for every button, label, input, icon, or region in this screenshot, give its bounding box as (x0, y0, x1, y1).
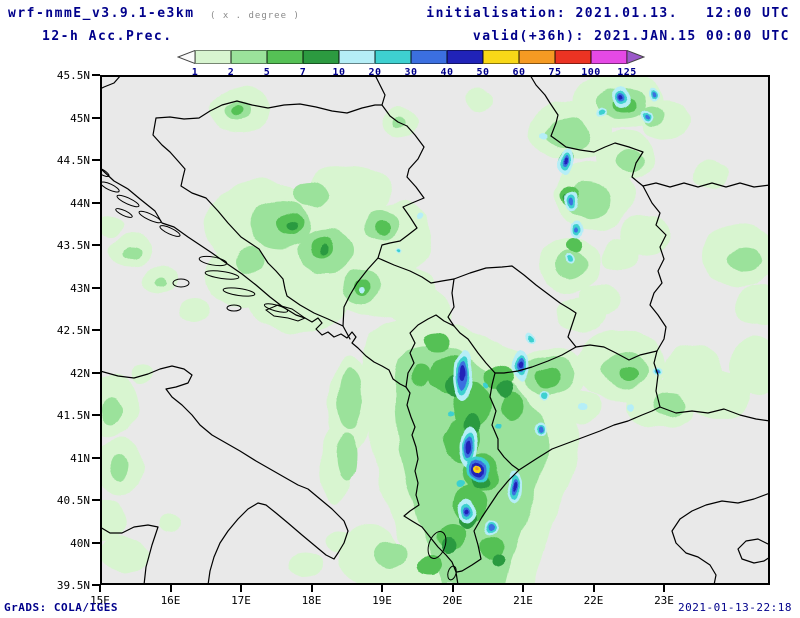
lon-label: 17E (231, 594, 251, 607)
legend-cell (411, 50, 447, 64)
lon-tick (99, 585, 101, 592)
lat-label: 45N (70, 111, 90, 125)
lon-tick (522, 585, 524, 592)
lat-label: 40N (70, 536, 90, 550)
lat-tick (92, 244, 100, 246)
lat-label: 40.5N (56, 494, 90, 507)
lat-tick (92, 329, 100, 331)
lon-label: 21E (513, 594, 533, 607)
legend-cell (447, 50, 483, 64)
lon-tick (240, 585, 242, 592)
lat-label: 45.5N (56, 69, 90, 82)
lat-tick (92, 159, 100, 161)
lat-label: 44.5N (56, 154, 90, 167)
legend-overflow-arrow (627, 50, 645, 64)
precipitation-legend: 1 2 5 7 10 20 30 40 50 60 75 100 125 (177, 50, 657, 82)
legend-cell (267, 50, 303, 64)
lat-tick (92, 74, 100, 76)
lat-label: 41N (70, 451, 90, 465)
lon-tick (381, 585, 383, 592)
legend-label: 40 (440, 67, 454, 78)
legend-cell (303, 50, 339, 64)
lon-label: 22E (583, 594, 604, 607)
lat-tick (92, 116, 100, 119)
lon-label: 20E (442, 594, 463, 607)
lat-label: 42.5N (56, 324, 90, 337)
legend-label: 7 (299, 67, 307, 78)
valid-time: valid(+36h): 2021.JAN.15 00:00 UTC (472, 29, 790, 44)
lon-tick (663, 585, 665, 592)
lat-label: 42N (70, 366, 90, 380)
lat-tick (92, 414, 100, 416)
lon-tick (592, 585, 595, 592)
lat-label: 43N (70, 281, 90, 295)
legend-cell (339, 50, 375, 64)
map-canvas (100, 75, 770, 585)
legend-label: 30 (404, 67, 418, 78)
lon-label: 15E (90, 594, 110, 607)
legend-cell (375, 50, 411, 64)
lon-label: 23E (654, 594, 674, 607)
legend-label: 20 (368, 67, 382, 78)
legend-cell (519, 50, 555, 64)
legend-label: 5 (263, 67, 271, 78)
legend-underflow-arrow (177, 50, 195, 64)
lat-tick (92, 286, 100, 289)
map-frame (100, 75, 770, 585)
model-title: wrf-nmmE_v3.9.1-e3km (8, 6, 195, 21)
precipitation-field (100, 75, 770, 585)
legend-label: 50 (476, 67, 490, 78)
lat-label: 44N (70, 196, 90, 210)
lon-label: 18E (301, 594, 322, 607)
creation-timestamp: 2021-01-13-22:18 (678, 601, 792, 614)
lon-label: 16E (160, 594, 181, 607)
lat-tick (92, 456, 100, 459)
lon-tick (310, 585, 313, 592)
lat-label: 43.5N (56, 239, 90, 252)
field-label: 12-h Acc.Prec. (42, 29, 173, 44)
legend-label: 2 (227, 67, 235, 78)
lat-label: 39.5N (56, 579, 90, 592)
lat-tick (92, 371, 100, 374)
lat-tick (92, 541, 100, 544)
legend-label: 125 (617, 67, 637, 78)
legend-label: 60 (512, 67, 526, 78)
precip-extreme (474, 464, 482, 472)
lat-tick (92, 201, 100, 204)
legend-label: 100 (581, 67, 601, 78)
country-borders (100, 75, 770, 573)
legend-cell (483, 50, 519, 64)
legend-label: 1 (191, 67, 199, 78)
legend-cell (231, 50, 267, 64)
coastlines (100, 167, 770, 585)
grads-credit: GrADS: COLA/IGES (4, 601, 118, 614)
lon-tick (169, 585, 172, 592)
legend-label: 10 (332, 67, 346, 78)
initialisation-time: initialisation: 2021.01.13. 12:00 UTC (426, 6, 790, 21)
lat-tick (92, 584, 100, 586)
lon-label: 19E (372, 594, 392, 607)
lat-tick (92, 499, 100, 501)
legend-cell (591, 50, 627, 64)
lon-tick (451, 585, 454, 592)
title-note: ( x . degree ) (210, 11, 300, 21)
islands (100, 166, 457, 581)
lat-label: 41.5N (56, 409, 90, 422)
legend-label: 75 (548, 67, 562, 78)
legend-cell (555, 50, 591, 64)
legend-cell (195, 50, 231, 64)
